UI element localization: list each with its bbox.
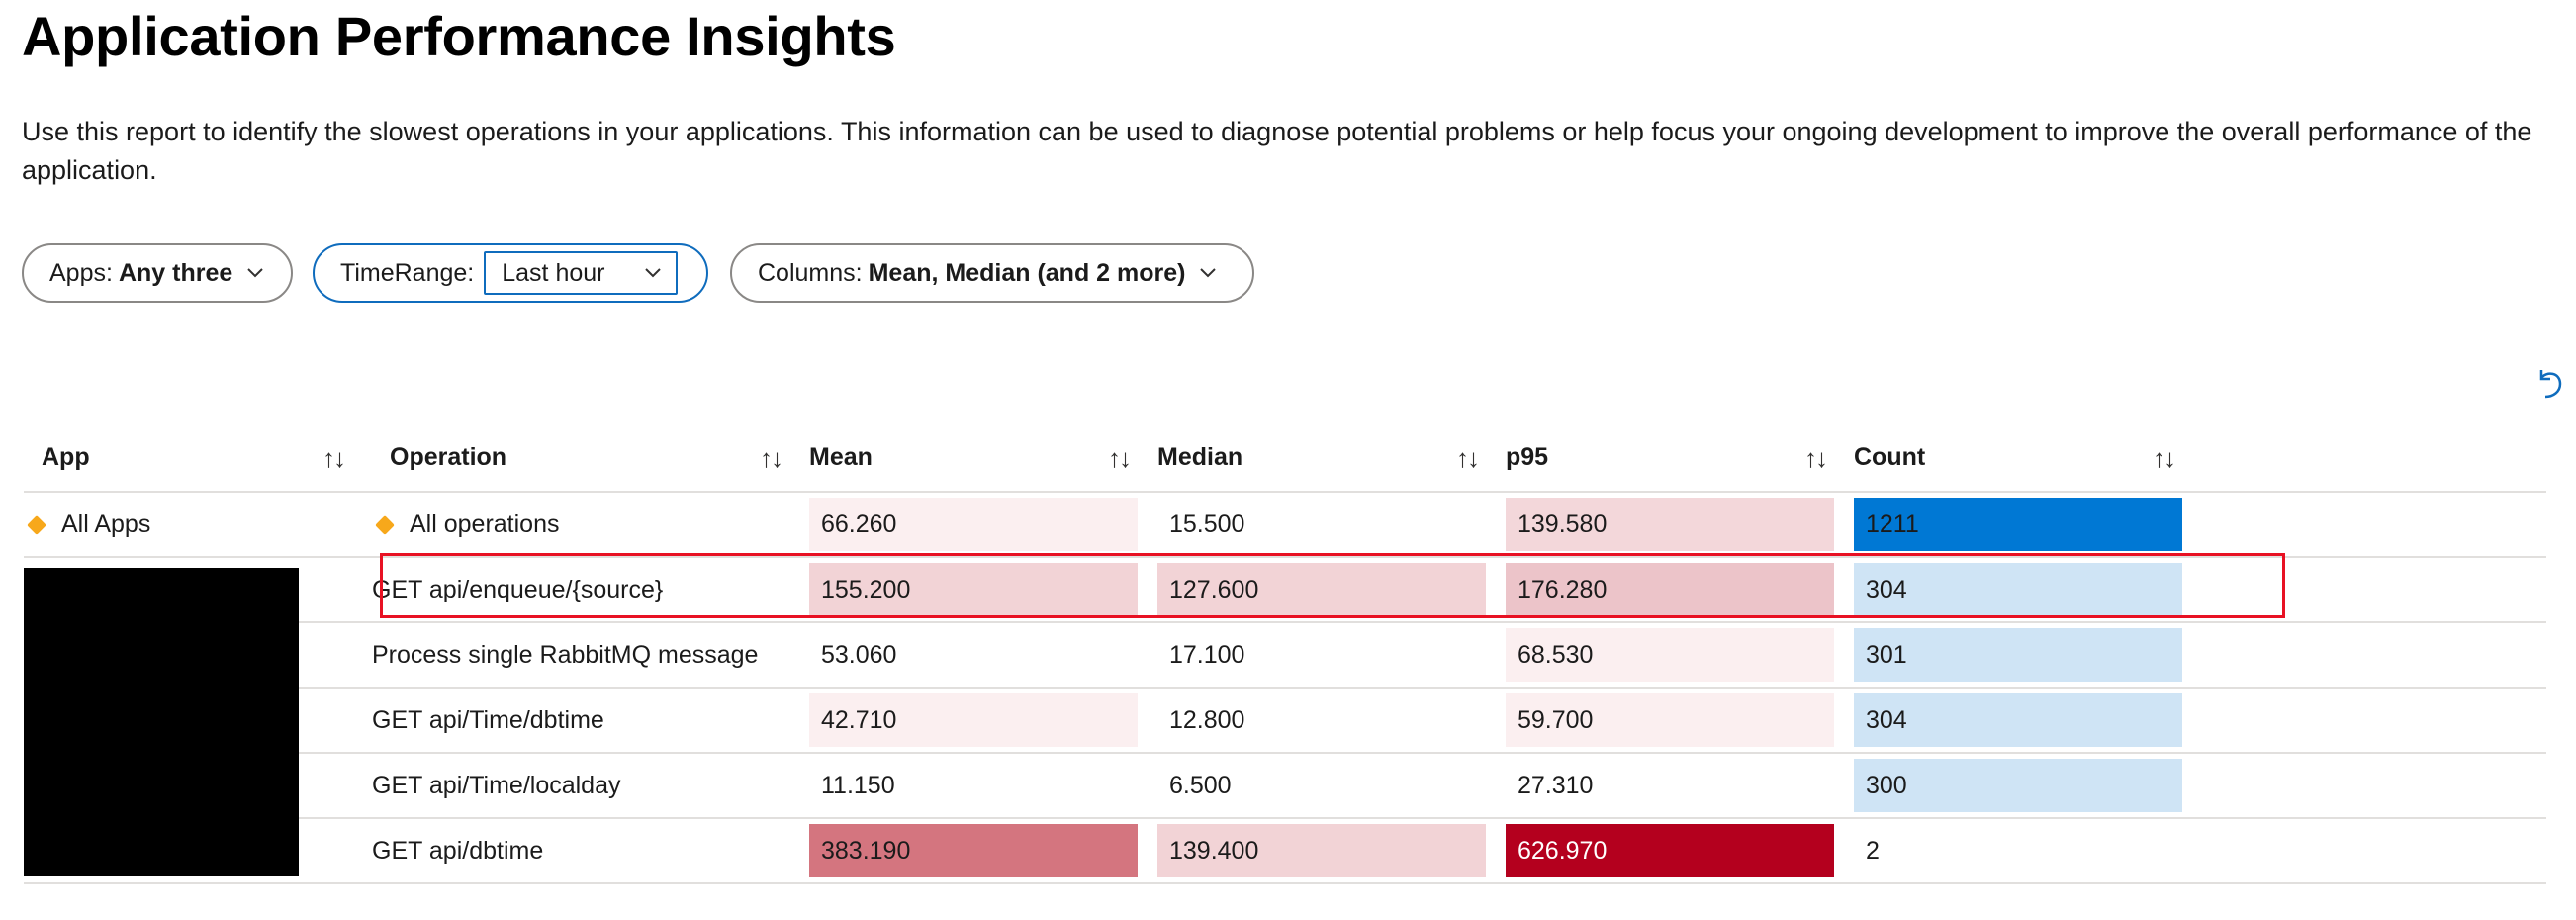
mean-cell: 53.060 (809, 622, 1157, 689)
mean-cell: 11.150 (809, 753, 1157, 819)
timerange-dropdown-value: Last hour (502, 258, 605, 287)
page-description: Use this report to identify the slowest … (22, 117, 2532, 185)
mean-cell: 42.710 (809, 688, 1157, 754)
redacted-app-names (24, 568, 299, 876)
diamond-icon (375, 514, 395, 535)
median-cell: 139.400 (1157, 818, 1506, 884)
p95-cell: 139.580 (1506, 492, 1854, 558)
apps-parameter-label: Apps: (49, 258, 113, 287)
table-row[interactable]: All Apps All operations 66.260 15.500 13… (24, 492, 2546, 558)
p95-cell: 626.970 (1506, 818, 1854, 884)
sort-arrows-icon[interactable]: ↑↓ (760, 443, 783, 473)
count-cell: 1211 (1854, 492, 2202, 558)
median-cell: 17.100 (1157, 622, 1506, 689)
sort-arrows-icon[interactable]: ↑↓ (322, 443, 346, 473)
apps-parameter[interactable]: Apps: Any three (22, 243, 293, 303)
undo-icon[interactable] (2534, 364, 2566, 402)
columns-parameter[interactable]: Columns: Mean, Median (and 2 more) (730, 243, 1254, 303)
timerange-parameter: TimeRange: Last hour (313, 243, 708, 303)
column-header-p95[interactable]: p95 ↑↓ (1506, 429, 1854, 493)
p95-cell: 27.310 (1506, 753, 1854, 819)
count-cell: 300 (1854, 753, 2202, 819)
sort-arrows-icon[interactable]: ↑↓ (1456, 443, 1480, 473)
p95-cell: 176.280 (1506, 557, 1854, 623)
count-cell: 304 (1854, 688, 2202, 754)
operation-cell: Process single RabbitMQ message (372, 622, 809, 689)
median-cell: 12.800 (1157, 688, 1506, 754)
column-header-count[interactable]: Count ↑↓ (1854, 429, 2202, 493)
chevron-down-icon (247, 268, 263, 278)
table-row[interactable]: GET api/Time/dbtime 42.710 12.800 59.700… (24, 688, 2546, 754)
median-cell: 127.600 (1157, 557, 1506, 623)
table-row[interactable]: GET api/dbtime 383.190 139.400 626.970 2 (24, 818, 2546, 884)
table-header-row: App ↑↓ Operation ↑↓ Mean ↑↓ Median ↑↓ p95 ↑↓ … (24, 429, 2546, 493)
timerange-dropdown[interactable]: Last hour (484, 251, 679, 295)
count-cell: 304 (1854, 557, 2202, 623)
median-cell: 6.500 (1157, 753, 1506, 819)
operation-cell: GET api/enqueue/{source} (372, 557, 809, 623)
operation-cell: GET api/dbtime (372, 818, 809, 884)
table-row[interactable]: Process single RabbitMQ message 53.060 1… (24, 622, 2546, 689)
sort-arrows-icon[interactable]: ↑↓ (2153, 443, 2176, 473)
operation-cell: All operations (372, 492, 809, 558)
p95-cell: 68.530 (1506, 622, 1854, 689)
column-header-app[interactable]: App ↑↓ (24, 429, 372, 493)
columns-parameter-label: Columns: (758, 258, 863, 287)
median-cell: 15.500 (1157, 492, 1506, 558)
mean-cell: 383.190 (809, 818, 1157, 884)
page-title: Application Performance Insights (22, 5, 896, 67)
mean-cell: 66.260 (809, 492, 1157, 558)
apps-parameter-value: Any three (118, 258, 233, 287)
sort-arrows-icon[interactable]: ↑↓ (1108, 443, 1132, 473)
table-row[interactable]: GET api/Time/localday 11.150 6.500 27.31… (24, 753, 2546, 819)
column-header-mean[interactable]: Mean ↑↓ (809, 429, 1157, 493)
columns-parameter-value: Mean, Median (and 2 more) (868, 258, 1186, 287)
table-row[interactable]: GET api/enqueue/{source} 155.200 127.600… (24, 557, 2546, 623)
chevron-down-icon (645, 268, 661, 278)
chevron-down-icon (1200, 268, 1217, 278)
operation-cell: GET api/Time/localday (372, 753, 809, 819)
operation-cell: GET api/Time/dbtime (372, 688, 809, 754)
p95-cell: 59.700 (1506, 688, 1854, 754)
count-cell: 2 (1854, 818, 2202, 884)
app-cell: All Apps (24, 492, 372, 558)
count-cell: 301 (1854, 622, 2202, 689)
mean-cell: 155.200 (809, 557, 1157, 623)
column-header-median[interactable]: Median ↑↓ (1157, 429, 1506, 493)
diamond-icon (27, 514, 46, 535)
column-header-operation[interactable]: Operation ↑↓ (372, 429, 809, 493)
column-header-spacer (2202, 429, 2546, 493)
sort-arrows-icon[interactable]: ↑↓ (1804, 443, 1828, 473)
timerange-parameter-label: TimeRange: (340, 258, 475, 287)
performance-table: App ↑↓ Operation ↑↓ Mean ↑↓ Median ↑↓ p95 ↑↓ … (24, 429, 2546, 884)
